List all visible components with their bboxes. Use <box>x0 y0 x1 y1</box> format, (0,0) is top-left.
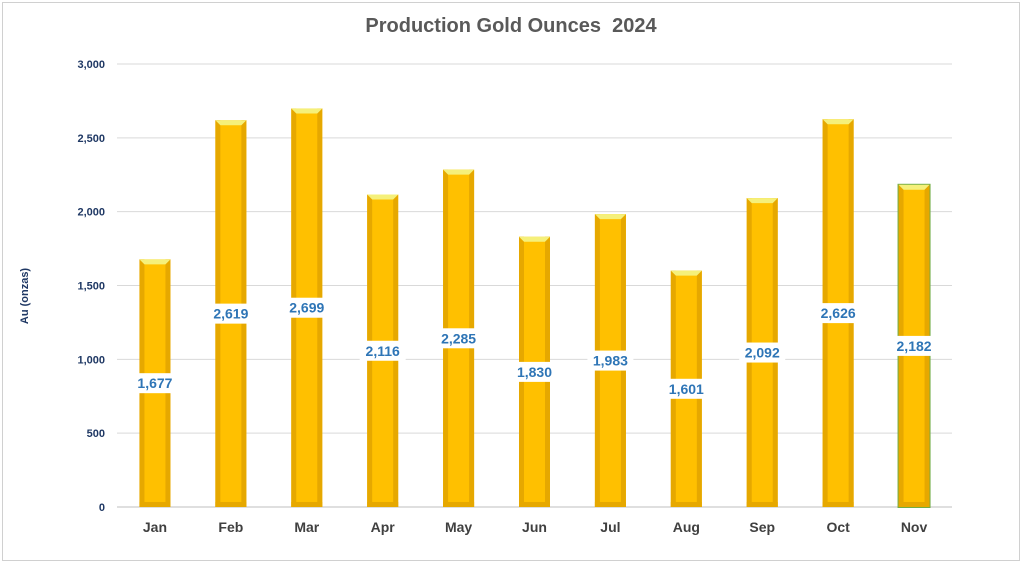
bar-bottom-bevel <box>594 502 626 507</box>
bar-bottom-bevel <box>898 502 930 507</box>
x-tick-label: Jan <box>143 519 167 535</box>
x-tick-label: Sep <box>749 519 775 535</box>
bar-top-cap <box>367 194 399 200</box>
data-label: 1,983 <box>593 353 628 369</box>
chart-title: Production Gold Ounces 2024 <box>365 15 657 37</box>
bar-bottom-bevel <box>367 502 399 507</box>
data-label-box <box>815 303 862 324</box>
y-tick-label: 2,000 <box>77 207 105 219</box>
data-label: 2,092 <box>745 345 780 361</box>
y-tick-label: 2,500 <box>77 133 105 145</box>
x-tick-label: May <box>445 519 472 535</box>
y-tick-label: 500 <box>87 428 105 440</box>
data-label: 2,285 <box>441 330 476 346</box>
x-tick-label: Jun <box>522 519 547 535</box>
data-label-box <box>283 297 330 318</box>
bar-top-cap <box>898 184 930 190</box>
data-label: 2,116 <box>366 343 400 359</box>
bar-top-cap <box>139 259 171 265</box>
x-tick-label: Nov <box>901 519 928 535</box>
data-label: 2,699 <box>289 300 324 316</box>
bar-bottom-bevel <box>443 502 475 507</box>
bar-top-cap <box>822 119 854 125</box>
data-label-box <box>131 373 178 394</box>
data-label: 1,677 <box>137 375 172 391</box>
data-label-box <box>435 328 482 349</box>
bar-bottom-bevel <box>215 502 247 507</box>
bar-top-cap <box>291 108 323 114</box>
x-tick-label: Aug <box>673 519 700 535</box>
bar-bottom-bevel <box>822 502 854 507</box>
y-tick-label: 1,000 <box>77 354 105 366</box>
bar-bottom-bevel <box>291 502 323 507</box>
bar-top-cap <box>746 198 778 204</box>
bar-top-cap <box>443 169 475 175</box>
bar-top-cap <box>519 236 550 242</box>
data-label-box <box>207 303 254 324</box>
bar-top-cap <box>670 270 702 276</box>
data-label: 1,601 <box>669 381 704 397</box>
bar-bottom-bevel <box>746 502 778 507</box>
y-tick-label: 0 <box>99 502 105 514</box>
data-label-box <box>891 335 938 356</box>
x-tick-label: Apr <box>371 519 396 535</box>
bar-top-cap <box>594 214 626 220</box>
x-tick-label: Jul <box>600 519 620 535</box>
data-label-box <box>511 361 558 382</box>
data-label: 2,626 <box>821 305 856 321</box>
bar-bottom-bevel <box>519 502 550 507</box>
data-label-box <box>739 342 786 363</box>
bar-bottom-bevel <box>670 502 702 507</box>
data-label-box <box>663 378 710 399</box>
data-label-box <box>587 350 634 371</box>
x-tick-label: Feb <box>218 519 243 535</box>
y-tick-label: 3,000 <box>77 59 105 71</box>
data-label: 1,830 <box>517 364 552 380</box>
x-tick-label: Oct <box>826 519 850 535</box>
data-label-box <box>359 340 406 361</box>
y-tick-label: 1,500 <box>77 281 105 293</box>
bar-bottom-bevel <box>139 502 171 507</box>
data-label: 2,182 <box>897 338 932 354</box>
bar-top-cap <box>215 120 247 126</box>
x-tick-label: Mar <box>294 519 319 535</box>
data-label: 2,619 <box>213 306 248 322</box>
